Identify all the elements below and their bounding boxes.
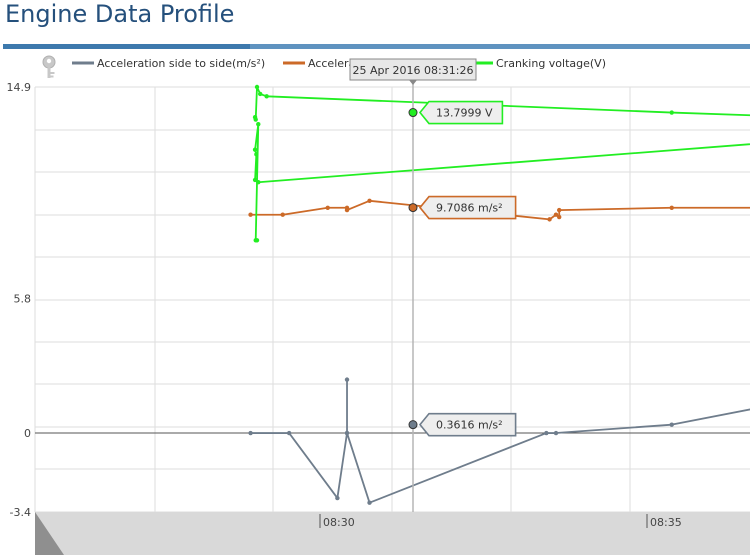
axis-labels: 14.9 5.8 0 -3.4 [7, 81, 32, 519]
title-underline [3, 44, 750, 49]
data-point [344, 430, 350, 436]
chart-legend: Acceleration side to side(m/s²) Accelera C… [72, 57, 606, 70]
y-tick-label: 5.8 [14, 292, 32, 305]
legend-label: Cranking voltage(V) [496, 57, 606, 70]
data-point [547, 217, 552, 222]
crosshair-time-pointer [409, 80, 417, 85]
data-point [553, 430, 559, 436]
data-point [252, 147, 258, 152]
data-point [325, 205, 330, 210]
y-tick-label: -3.4 [10, 506, 31, 519]
data-point [544, 430, 549, 436]
data-point [367, 198, 372, 203]
legend-label: Acceleration side to side(m/s²) [97, 57, 265, 70]
x-tick-label: 08:35 [650, 516, 682, 529]
tooltip-value: 13.7999 V [436, 107, 493, 120]
data-point [253, 117, 258, 122]
crosshair-marker [408, 203, 418, 213]
data-point [248, 212, 253, 217]
data-point [367, 500, 372, 505]
data-point [256, 180, 261, 185]
crosshair-time-label: 25 Apr 2016 08:31:26 [353, 64, 474, 77]
data-point [557, 207, 562, 213]
data-point [335, 495, 340, 501]
tooltip-value: 9.7086 m/s² [436, 202, 503, 215]
y-tick-label: 0 [24, 427, 31, 440]
data-point [286, 430, 292, 436]
data-point [248, 430, 253, 436]
series-line [250, 378, 750, 504]
data-point [254, 152, 259, 157]
crosshair-marker [408, 108, 418, 118]
x-scrollbar: 08:30 08:35 [35, 512, 750, 555]
data-point [254, 84, 260, 90]
chart-grid [34, 86, 750, 513]
data-point [280, 212, 285, 217]
tooltip-box [418, 412, 517, 437]
data-point [254, 238, 260, 243]
title-underline-accent [3, 44, 250, 49]
scrollbar-handle [35, 512, 64, 555]
data-point [264, 94, 269, 99]
data-point [557, 214, 562, 220]
data-point [669, 205, 674, 210]
page-title: Engine Data Profile [5, 0, 235, 28]
data-point [258, 91, 263, 97]
legend-label: Accelera [308, 57, 355, 70]
chart-series [248, 84, 750, 505]
data-point [669, 422, 674, 427]
scrollbar-track [35, 512, 750, 555]
tooltip-value: 0.3616 m/s² [436, 419, 503, 432]
data-point [553, 212, 559, 217]
x-tick-label: 08:30 [323, 516, 355, 529]
tooltip-box [418, 100, 504, 125]
y-tick-label: 14.9 [7, 81, 32, 94]
crosshair-marker [408, 420, 418, 430]
data-point [252, 177, 258, 183]
crosshair: 25 Apr 2016 08:31:26 13.7999 V 9.7086 m/s²… [349, 58, 517, 512]
key-icon[interactable] [38, 55, 60, 79]
data-point [256, 121, 261, 127]
tooltip-box [418, 195, 517, 220]
data-point [344, 207, 350, 213]
data-point [669, 110, 674, 115]
data-point [344, 377, 350, 382]
